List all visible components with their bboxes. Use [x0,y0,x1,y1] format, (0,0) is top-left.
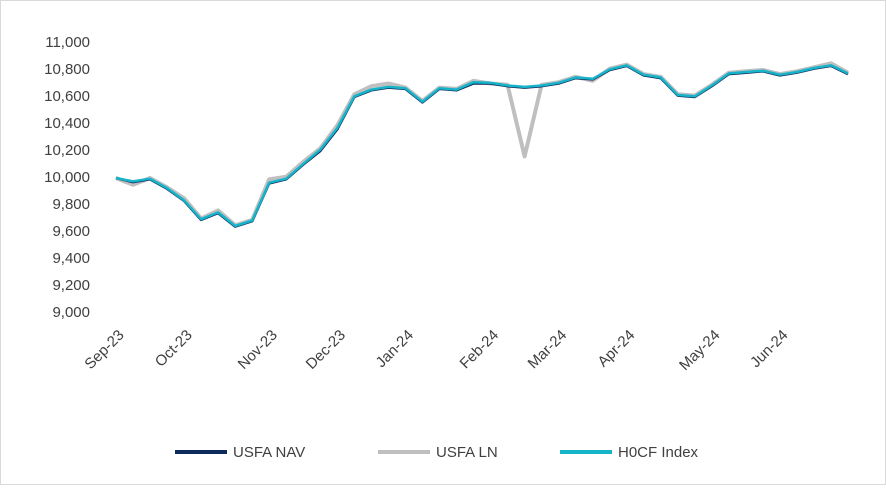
y-tick-label: 10,400 [44,115,90,132]
legend-label: USFA NAV [233,444,305,461]
y-tick-label: 9,200 [52,277,90,294]
y-tick-label: 9,600 [52,223,90,240]
y-tick-label: 10,200 [44,142,90,159]
y-tick-label: 9,400 [52,250,90,267]
y-tick-label: 10,000 [44,169,90,186]
y-tick-label: 9,000 [52,304,90,321]
legend-label: USFA LN [436,444,498,461]
series-line [115,64,849,228]
y-tick-label: 10,800 [44,61,90,78]
y-tick-label: 10,600 [44,88,90,105]
y-tick-label: 11,000 [45,34,90,51]
y-tick-label: 9,800 [52,196,90,213]
legend-label: H0CF Index [618,444,699,461]
